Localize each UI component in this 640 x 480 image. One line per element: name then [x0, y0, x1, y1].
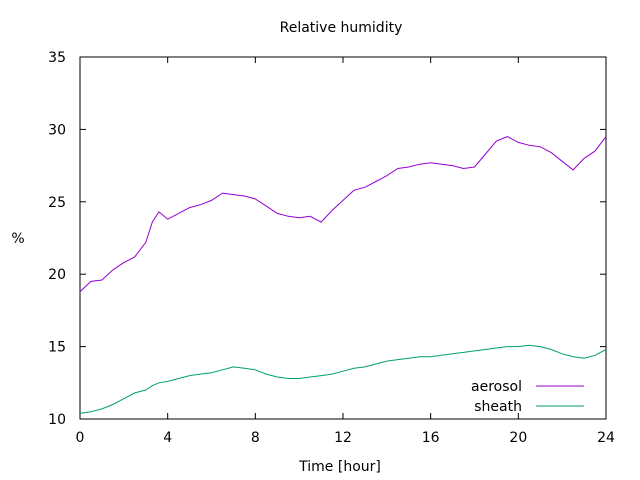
x-tick-label: 20 [509, 430, 527, 446]
series-lines [79, 136, 607, 414]
series-line-sheath [79, 344, 607, 414]
y-tick-label: 10 [48, 412, 66, 428]
tick-marks [79, 56, 607, 420]
y-tick-label: 35 [48, 50, 66, 66]
legend-label-sheath: sheath [474, 399, 522, 415]
legend-label-aerosol: aerosol [471, 379, 522, 395]
y-tick-label: 25 [48, 195, 66, 211]
tick-labels: 0 4 8 12 16 20 24 10 15 20 25 30 35 [48, 50, 615, 446]
plot-frame [79, 56, 607, 420]
chart-title: Relative humidity [280, 20, 403, 36]
y-tick-label: 30 [48, 122, 66, 138]
x-tick-label: 16 [422, 430, 440, 446]
x-tick-label: 24 [597, 430, 615, 446]
x-tick-label: 4 [163, 430, 172, 446]
series-line-aerosol [79, 136, 607, 292]
y-tick-label: 15 [48, 340, 66, 356]
y-axis-title: % [11, 231, 24, 247]
x-tick-label: 0 [76, 430, 85, 446]
legend: aerosol sheath [471, 379, 584, 415]
x-axis-title: Time [hour] [298, 459, 381, 475]
x-tick-label: 12 [334, 430, 352, 446]
y-tick-label: 20 [48, 267, 66, 283]
x-tick-label: 8 [251, 430, 260, 446]
